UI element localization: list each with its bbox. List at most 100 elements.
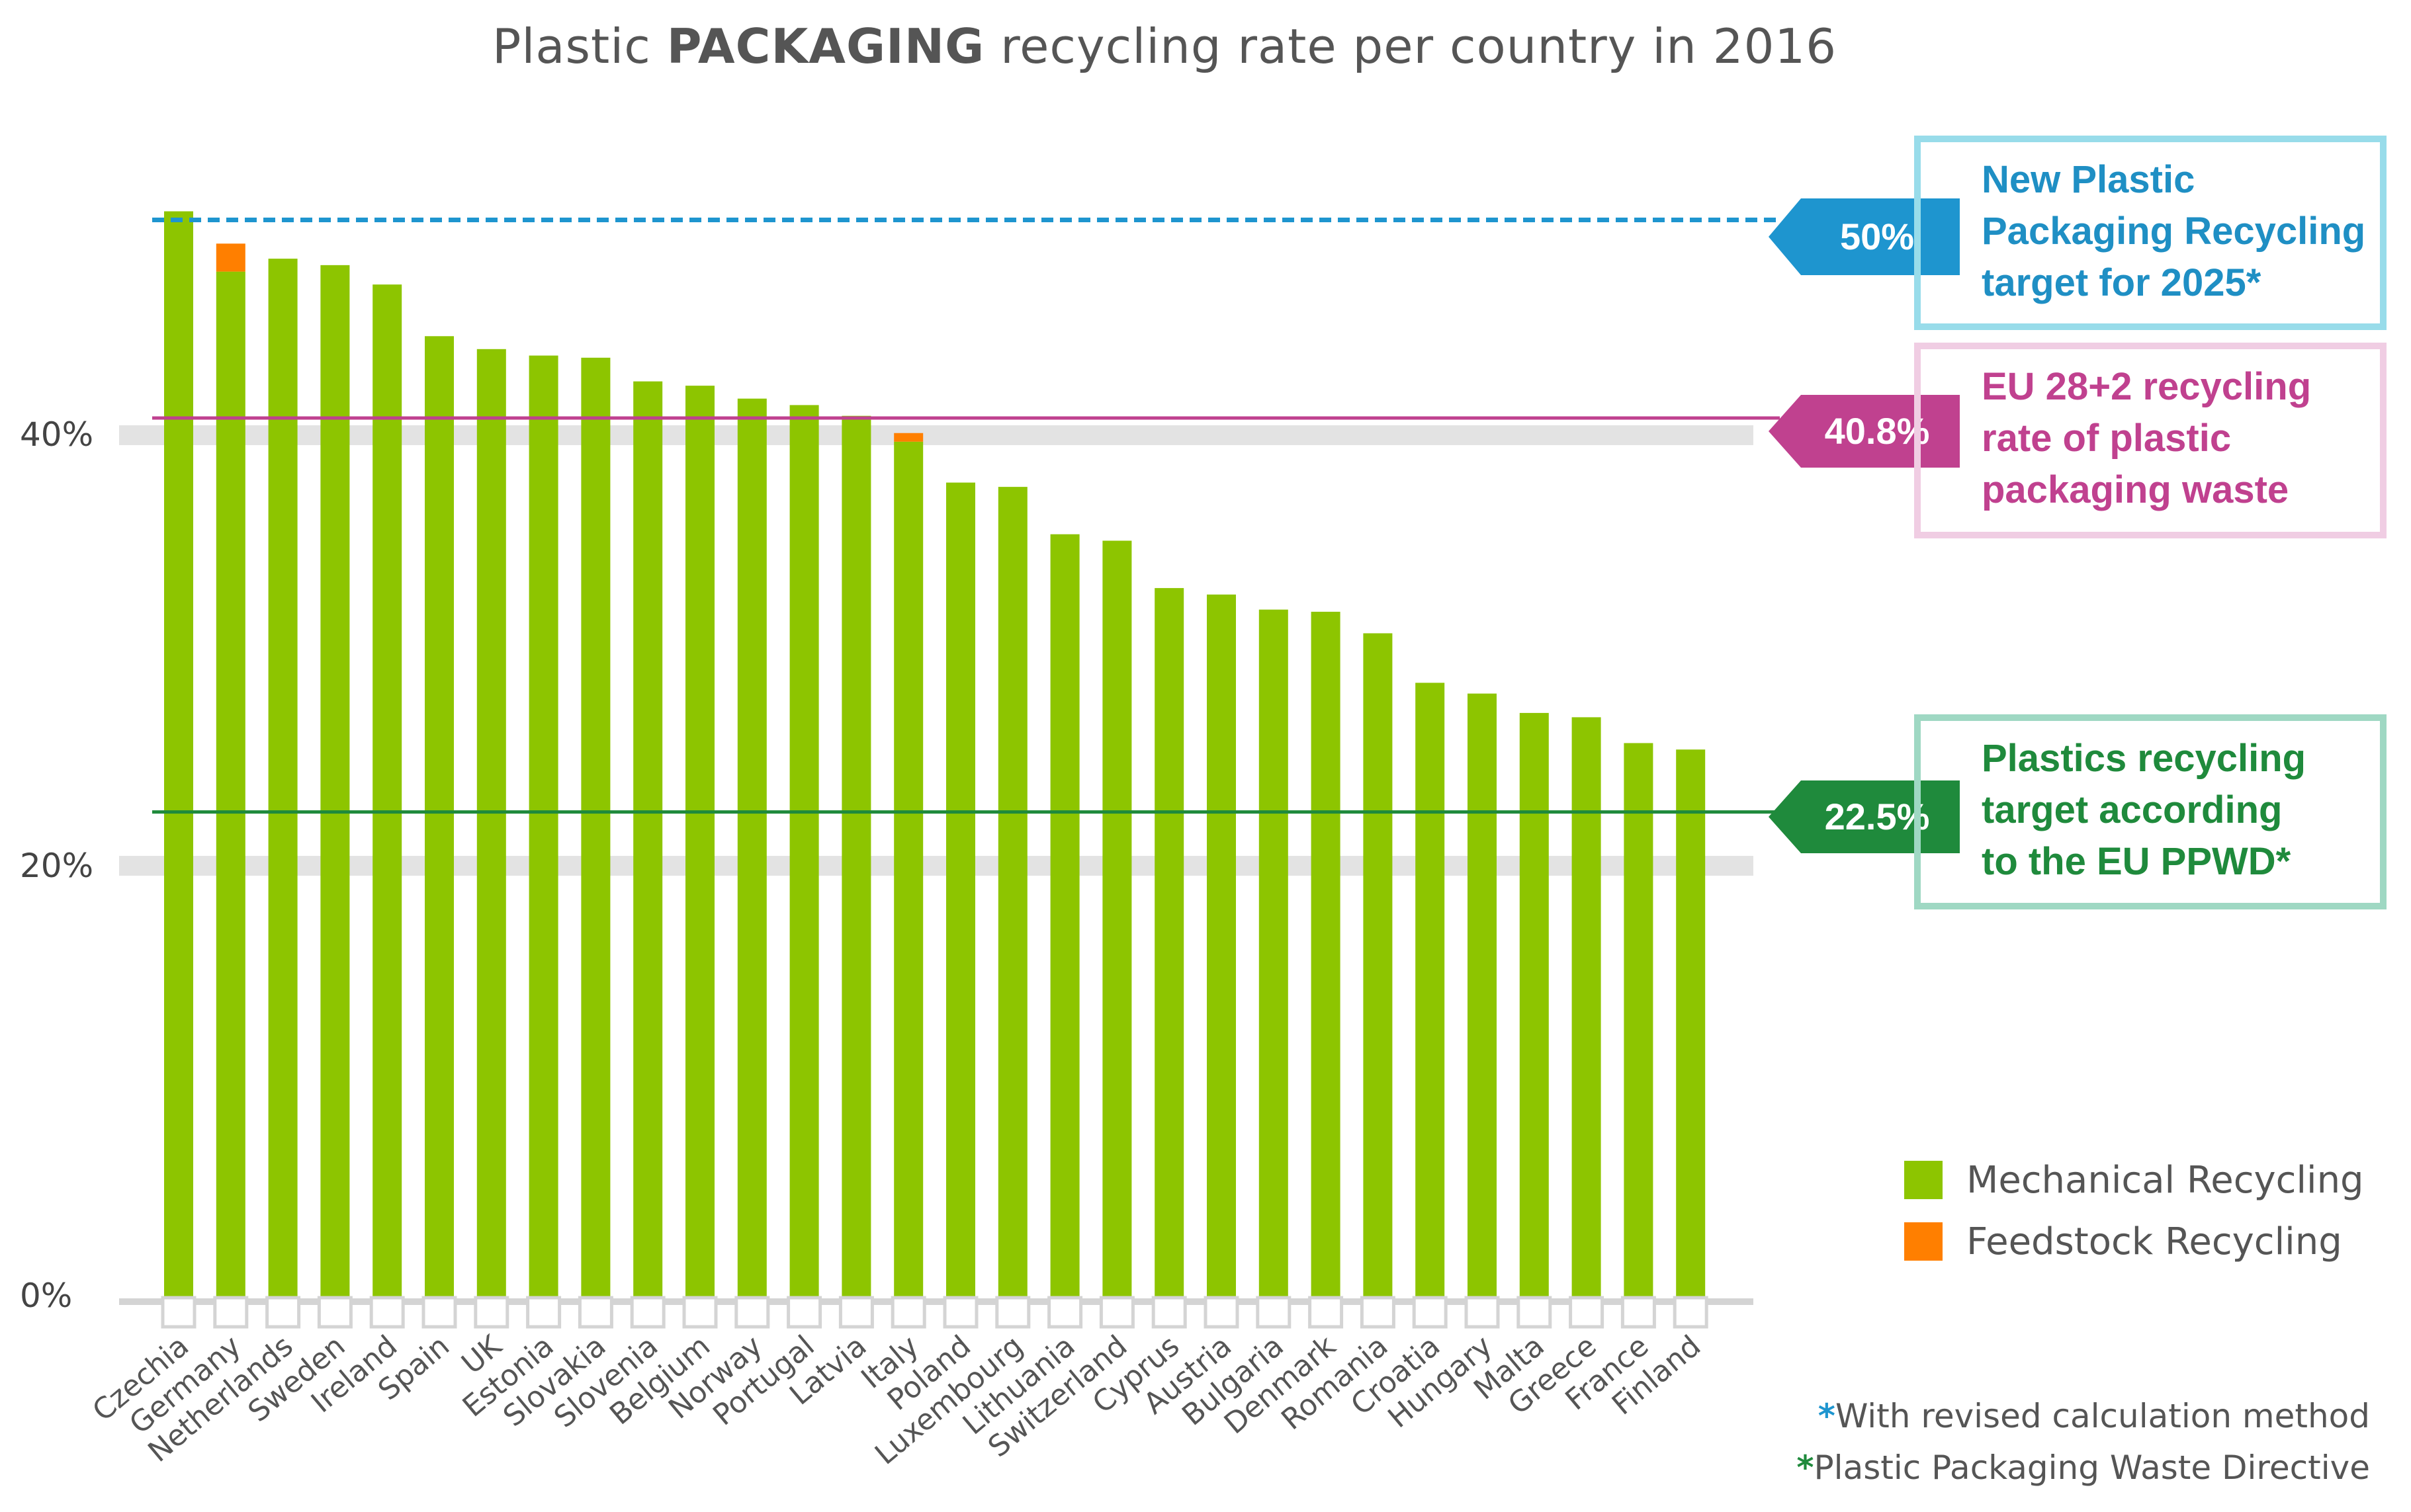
bar-finland-mechanical [1676, 749, 1706, 1296]
legend-label-mechanical: Mechanical Recycling [1966, 1158, 2364, 1202]
bar-malta-mechanical [1519, 712, 1549, 1296]
bar-luxembourg-mechanical [998, 487, 1028, 1296]
legend-label-feedstock: Feedstock Recycling [1966, 1220, 2342, 1263]
footnote-star: * [1818, 1397, 1835, 1435]
y-tick-label-40: 40% [20, 415, 94, 454]
bar-belgium-mechanical [685, 386, 715, 1296]
x-tick-box [734, 1296, 770, 1329]
x-tick-box [526, 1296, 562, 1329]
bar-czechia-mechanical [164, 211, 193, 1297]
bar-poland-mechanical [946, 482, 975, 1296]
callout-eu-line: rate of plastic [1982, 417, 2232, 460]
x-tick-box [1099, 1296, 1135, 1329]
bar-germany-mechanical [216, 271, 245, 1296]
x-tick-box [1151, 1296, 1187, 1329]
x-tick-box [838, 1296, 874, 1329]
bar-netherlands-mechanical [268, 259, 298, 1297]
callout-2025-line: Packaging Recycling [1982, 210, 2366, 253]
x-tick-box [1256, 1296, 1292, 1329]
bar-latvia-mechanical [842, 415, 871, 1296]
x-tick-box [943, 1296, 979, 1329]
footnote-star: * [1796, 1449, 1814, 1487]
footnote-text: With revised calculation method [1835, 1397, 2370, 1435]
reference-tag-22-5 [1769, 780, 1960, 853]
footnote-text: Plastic Packaging Waste Directive [1814, 1449, 2370, 1487]
x-tick-box [474, 1296, 509, 1329]
x-tick-box [369, 1296, 405, 1329]
x-tick-box [1516, 1296, 1552, 1329]
x-tick-box [1569, 1296, 1604, 1329]
bar-ireland-mechanical [373, 284, 402, 1296]
x-tick-box [578, 1296, 613, 1329]
footnote-ppwd: *Plastic Packaging Waste Directive [1796, 1449, 2370, 1487]
x-tick-box [1047, 1296, 1083, 1329]
x-tick-box [1412, 1296, 1448, 1329]
bar-lithuania-mechanical [1050, 534, 1080, 1296]
x-tick-box [682, 1296, 718, 1329]
bar-slovenia-mechanical [633, 381, 663, 1296]
bar-slovakia-mechanical [581, 357, 611, 1296]
x-tick-box [421, 1296, 457, 1329]
y-grid-band-20 [119, 856, 1753, 876]
bar-italy-feedstock [894, 433, 924, 442]
y-grid-band-40 [119, 425, 1753, 445]
chart-title-prefix: Plastic [492, 19, 667, 74]
bar-denmark-mechanical [1311, 611, 1340, 1297]
bar-greece-mechanical [1571, 717, 1601, 1296]
callout-ppwd-target: Plastics recycling target according to t… [1914, 714, 2387, 909]
x-tick-box [161, 1296, 197, 1329]
bar-croatia-mechanical [1415, 683, 1445, 1296]
x-tick-box [213, 1296, 249, 1329]
bar-estonia-mechanical [529, 355, 558, 1297]
y-tick-label-20: 20% [20, 847, 94, 885]
callout-eu-rate: EU 28+2 recycling rate of plastic packag… [1914, 343, 2387, 538]
legend-swatch-feedstock [1904, 1222, 1943, 1261]
bar-italy-mechanical [894, 441, 924, 1296]
callout-ppwd-line: Plastics recycling [1982, 737, 2306, 780]
x-tick-box [630, 1296, 666, 1329]
callout-2025-line: New Plastic [1982, 158, 2195, 201]
x-tick-box [1673, 1296, 1708, 1329]
callout-2025-line: target for 2025* [1982, 261, 2261, 304]
x-tick-box [1620, 1296, 1656, 1329]
reference-tag-40-8 [1769, 395, 1960, 468]
callout-2025-target: New Plastic Packaging Recycling target f… [1914, 136, 2387, 330]
chart-title-bold: PACKAGING [666, 19, 985, 74]
legend-swatch-mechanical [1904, 1161, 1943, 1199]
ref-tag-22-5-label: 22.5% [1824, 796, 1930, 837]
x-tick-box [1204, 1296, 1239, 1329]
x-tick-box [1464, 1296, 1500, 1329]
ref-tag-40-8-label: 40.8% [1824, 410, 1930, 452]
callout-ppwd-line: to the EU PPWD* [1982, 840, 2291, 883]
x-tick-box [265, 1296, 301, 1329]
callout-eu-line: EU 28+2 recycling [1982, 365, 2312, 408]
legend-item-mechanical: Mechanical Recycling [1904, 1158, 2364, 1202]
reference-tag-50 [1769, 198, 1960, 275]
bar-hungary-mechanical [1468, 693, 1497, 1296]
y-tick-label-0: 0% [20, 1277, 73, 1315]
bar-austria-mechanical [1207, 594, 1236, 1296]
bar-cyprus-mechanical [1155, 588, 1184, 1296]
x-tick-box [995, 1296, 1031, 1329]
bar-uk-mechanical [476, 349, 506, 1296]
chart-title: Plastic PACKAGING recycling rate per cou… [0, 19, 2329, 74]
x-tick-box [891, 1296, 926, 1329]
chart-title-suffix: recycling rate per country in 2016 [985, 19, 1837, 74]
bar-france-mechanical [1624, 743, 1653, 1296]
bar-norway-mechanical [737, 398, 767, 1296]
bar-spain-mechanical [425, 336, 454, 1296]
callout-eu-line: packaging waste [1982, 468, 2289, 511]
bar-romania-mechanical [1363, 633, 1393, 1296]
bar-bulgaria-mechanical [1258, 609, 1288, 1296]
legend-item-feedstock: Feedstock Recycling [1904, 1220, 2342, 1263]
x-tick-box [1360, 1296, 1395, 1329]
bar-portugal-mechanical [789, 405, 819, 1297]
bar-switzerland-mechanical [1102, 540, 1132, 1296]
bar-sweden-mechanical [320, 265, 350, 1297]
x-tick-box [317, 1296, 353, 1329]
bar-germany-feedstock [216, 243, 245, 272]
callout-ppwd-line: target according [1982, 788, 2283, 831]
footnote-revised-method: *With revised calculation method [1818, 1397, 2370, 1435]
